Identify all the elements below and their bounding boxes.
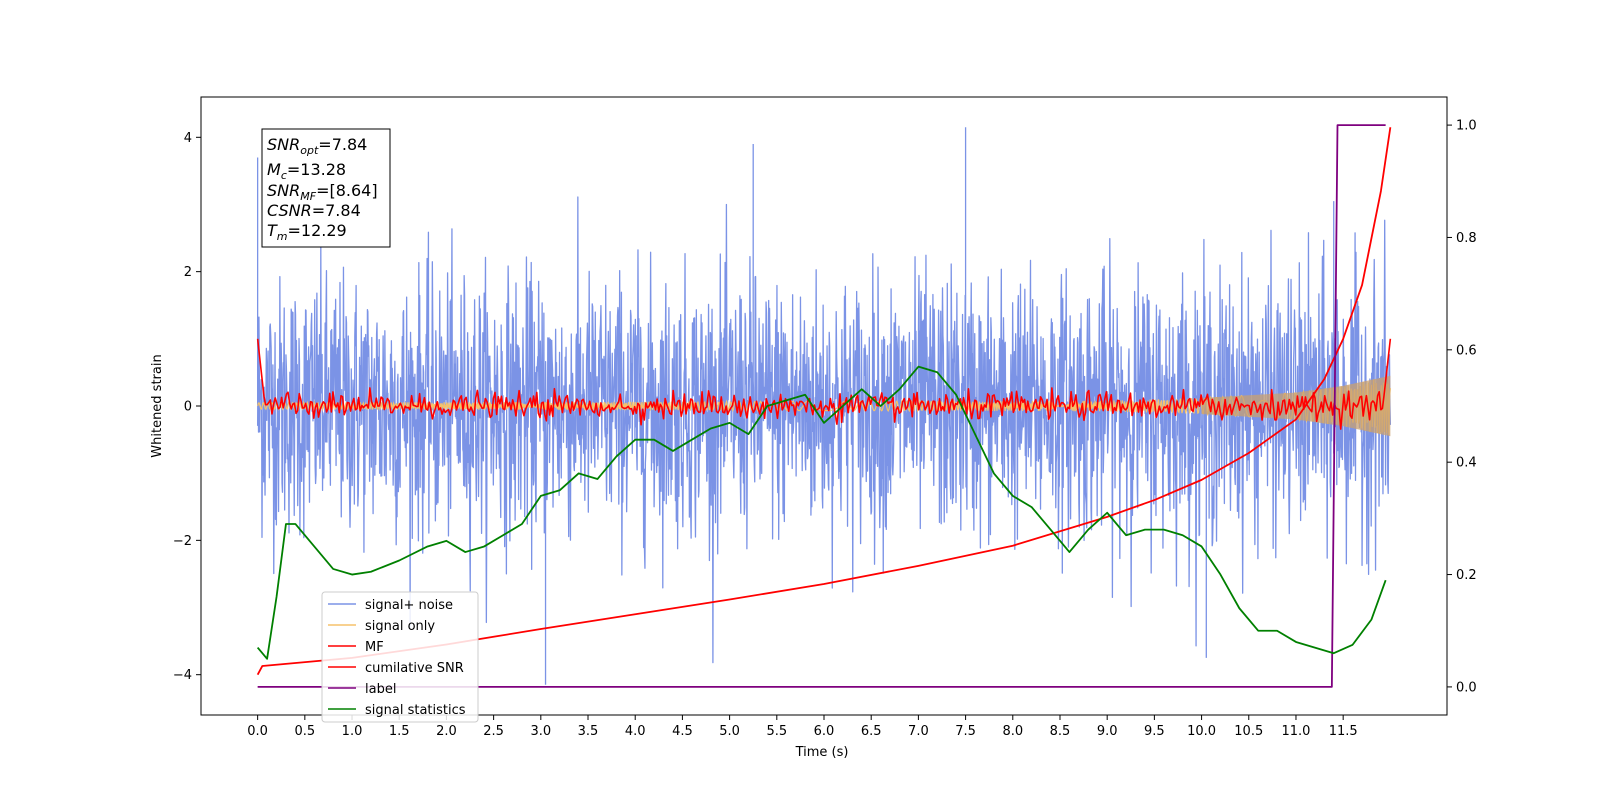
legend-label-cumulative-snr: cumilative SNR [365, 661, 464, 676]
y-right-tick-label: 0.8 [1456, 231, 1477, 246]
annotation-tm: Tm=12.29 [267, 221, 347, 243]
legend-label-label: label [365, 682, 396, 697]
x-tick-label: 5.5 [766, 724, 787, 739]
y-axis-right: 1.0 0.8 0.6 0.4 0.2 0.0 [1447, 119, 1477, 695]
x-tick-label: 4.5 [672, 724, 693, 739]
y-right-tick-label: 0.2 [1456, 568, 1477, 583]
y-left-tick-label: −2 [173, 534, 192, 549]
y-right-tick-label: 0.4 [1456, 456, 1477, 471]
x-tick-label: 7.0 [908, 724, 929, 739]
x-tick-label: 1.0 [342, 724, 363, 739]
x-tick-label: 0.0 [247, 724, 268, 739]
y-left-tick-label: −4 [173, 668, 192, 683]
y-right-tick-label: 1.0 [1456, 119, 1477, 134]
series-label [257, 124, 1386, 688]
annotation-box: SNRopt=7.84 Mc=13.28 SNRMF=[8.64] CSNR=7… [261, 128, 391, 248]
y-left-tick-label: 4 [184, 131, 192, 146]
x-tick-label: 3.0 [530, 724, 551, 739]
annotation-chirp-mass: Mc=13.28 [267, 160, 346, 182]
x-tick-label: 8.0 [1002, 724, 1023, 739]
legend-label-signal-statistics: signal statistics [365, 703, 466, 718]
annotation-frame [261, 128, 391, 248]
annotation-snr-opt: SNRopt=7.84 [267, 135, 367, 157]
series-mf [256, 338, 1392, 430]
x-tick-label: 2.0 [436, 724, 457, 739]
y-right-tick-label: 0.0 [1456, 680, 1477, 695]
y-axis-left-label: Whitened strain [150, 354, 165, 457]
x-tick-label: 0.5 [294, 724, 315, 739]
x-tick-label: 5.0 [719, 724, 740, 739]
y-left-tick-label: 0 [184, 400, 192, 415]
y-axis-left: 4 2 0 −2 −4 [173, 131, 201, 683]
x-tick-label: 6.0 [814, 724, 835, 739]
x-tick-label: 11.0 [1281, 724, 1310, 739]
x-tick-label: 11.5 [1329, 724, 1358, 739]
legend-label-mf: MF [365, 640, 384, 655]
x-tick-label: 9.5 [1144, 724, 1165, 739]
legend-frame [321, 591, 479, 723]
x-axis-label: Time (s) [795, 745, 849, 760]
series-signal-noise [256, 127, 1392, 685]
x-tick-label: 4.0 [625, 724, 646, 739]
x-tick-label: 10.5 [1234, 724, 1263, 739]
legend-label-signal-noise: signal+ noise [365, 598, 453, 613]
annotation-snr-mf: SNRMF=[8.64] [267, 181, 378, 203]
series-signal-statistics [256, 365, 1387, 660]
legend: signal+ noise signal only MF cumilative … [321, 591, 479, 723]
x-tick-label: 9.0 [1097, 724, 1118, 739]
y-left-tick-label: 2 [184, 265, 192, 280]
y-right-tick-label: 0.6 [1456, 343, 1477, 358]
x-tick-label: 2.5 [483, 724, 504, 739]
annotation-csnr: CSNR=7.84 [267, 201, 361, 220]
legend-label-signal-only: signal only [365, 619, 435, 634]
x-tick-label: 6.5 [861, 724, 882, 739]
x-tick-label: 8.5 [1050, 724, 1071, 739]
x-tick-label: 1.5 [389, 724, 410, 739]
x-axis: 0.0 0.5 1.0 1.5 2.0 2.5 3.0 3.5 4.0 4.5 5.0 5.5 6.0 6… [247, 715, 1358, 739]
x-tick-label: 3.5 [578, 724, 599, 739]
x-tick-label: 7.5 [955, 724, 976, 739]
x-tick-label: 10.0 [1187, 724, 1216, 739]
